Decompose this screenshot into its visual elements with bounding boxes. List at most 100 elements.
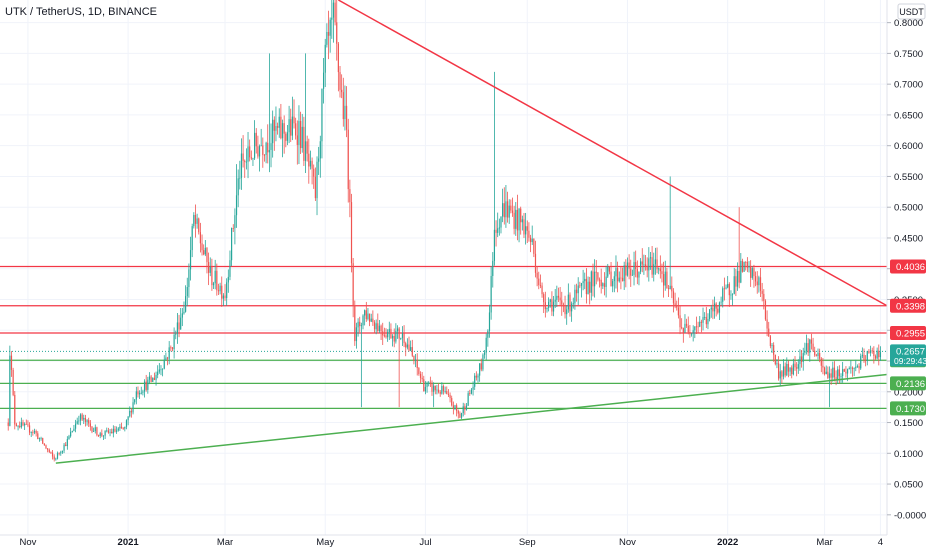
candle-body	[766, 319, 768, 329]
candle-body	[661, 271, 663, 275]
candle-body	[710, 307, 712, 310]
candle-body	[295, 123, 297, 136]
candle-body	[25, 423, 27, 425]
candle-body	[373, 322, 376, 330]
candle-body	[106, 430, 108, 432]
candle-body	[505, 201, 507, 218]
candle-body	[211, 266, 213, 286]
candle-body	[848, 368, 850, 370]
current-price-label: 0.2657	[896, 346, 925, 357]
candle-body	[508, 205, 510, 218]
candle-body	[648, 258, 650, 271]
candle-body	[462, 406, 464, 414]
candle-body	[410, 347, 412, 351]
candle-body	[566, 309, 568, 315]
candle-body	[649, 257, 652, 259]
candle-body	[283, 123, 285, 134]
candle-body	[503, 203, 505, 218]
candle-body	[221, 285, 223, 299]
candle-body	[117, 428, 119, 431]
candle-body	[817, 352, 819, 357]
candle-body	[135, 391, 137, 400]
candle-body	[763, 293, 765, 301]
candle-body	[810, 339, 813, 344]
candle-body	[47, 448, 49, 450]
candle-body	[216, 270, 218, 291]
candle-body	[444, 391, 446, 392]
candle-body	[30, 432, 32, 433]
candle-body	[107, 430, 110, 433]
candle-body	[232, 228, 234, 229]
y-tick-label: 0.7000	[894, 80, 923, 91]
candle-body	[842, 369, 844, 377]
candle-body	[272, 119, 274, 144]
candle-body	[313, 168, 315, 177]
candle-body	[590, 271, 592, 293]
candle-body	[584, 278, 586, 282]
candle-body	[720, 301, 722, 303]
candle-body	[715, 303, 717, 309]
candle-body	[475, 375, 477, 378]
candle-body	[589, 281, 591, 293]
candle-body	[329, 19, 331, 36]
candle-body	[871, 350, 873, 352]
candle-body	[186, 287, 188, 297]
candle-body	[658, 268, 660, 270]
candle-body	[743, 261, 745, 272]
candle-body	[50, 452, 52, 453]
candle-body	[561, 300, 563, 305]
candle-body	[571, 303, 573, 312]
candle-body	[393, 335, 395, 342]
candle-body	[252, 158, 254, 160]
candle-body	[796, 367, 798, 369]
x-tick-label: 4	[878, 537, 883, 548]
candle-body	[124, 426, 126, 429]
candle-body	[712, 307, 714, 312]
candle-body	[457, 410, 459, 414]
candle-body	[370, 318, 372, 322]
trendline-ascending	[55, 373, 888, 464]
candle-body	[692, 330, 694, 334]
candle-body	[735, 276, 737, 287]
candle-body	[262, 145, 264, 155]
candle-body	[137, 391, 139, 395]
candle-body	[273, 119, 275, 131]
candle-body	[193, 214, 195, 227]
candle-body	[741, 260, 744, 272]
candle-body	[203, 250, 205, 255]
candle-body	[99, 433, 101, 436]
candle-body	[827, 371, 829, 378]
candle-body	[436, 389, 438, 391]
candle-body	[426, 383, 428, 387]
candle-body	[878, 350, 880, 358]
candle-body	[91, 426, 93, 432]
candle-body	[838, 369, 840, 377]
candle-body	[684, 323, 686, 333]
candle-body	[860, 356, 862, 369]
candle-body	[247, 146, 249, 162]
time-axis[interactable]: Nov 2021 Mar May Jul Sep Nov 2022 Mar 4	[19, 537, 883, 548]
candle-body	[492, 260, 494, 276]
candle-body	[654, 259, 656, 265]
currency-label[interactable]: USDT	[897, 3, 926, 20]
candle-body	[704, 316, 706, 318]
candle-body	[633, 262, 635, 275]
candle-body	[265, 142, 267, 156]
candle-body	[175, 333, 177, 335]
candle-body	[464, 406, 466, 410]
candle-body	[237, 178, 239, 196]
candle-body	[191, 226, 193, 251]
candle-body	[815, 355, 817, 357]
candle-body	[180, 317, 182, 330]
candle-body	[750, 265, 752, 278]
candle-body	[194, 214, 197, 224]
candle-body	[487, 330, 489, 338]
candle-body	[791, 367, 793, 375]
candle-body	[158, 369, 160, 372]
candle-body	[643, 264, 645, 266]
candle-body	[502, 203, 504, 217]
candle-body	[868, 350, 870, 353]
candle-body	[623, 265, 625, 282]
candle-body	[267, 142, 269, 153]
